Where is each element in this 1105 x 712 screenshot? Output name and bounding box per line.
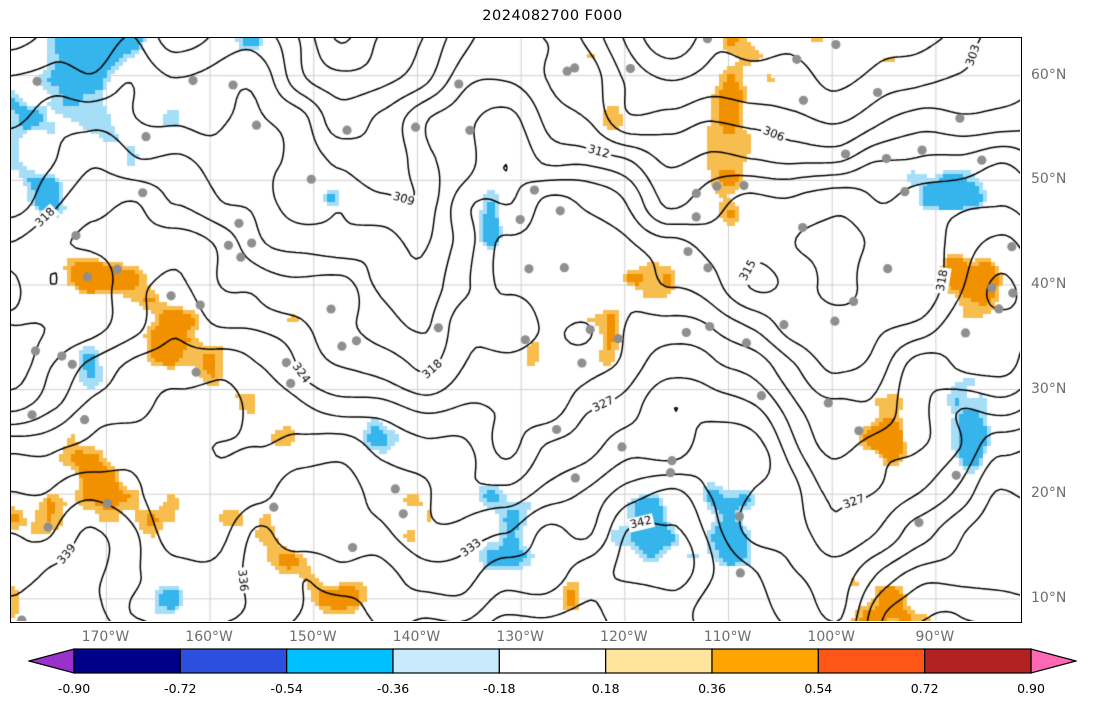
x-tick-label: 170°W [81, 629, 130, 645]
colorbar-svg [26, 648, 1079, 674]
colorbar-tick-label: -0.90 [57, 681, 91, 696]
colorbar-segment [924, 648, 1032, 674]
colorbar-tick-label: 0.54 [804, 681, 833, 696]
x-tick-label: 130°W [496, 629, 544, 645]
x-tick-label: 110°W [703, 629, 752, 645]
y-tick-label: 10°N [1031, 589, 1067, 606]
y-tick-label: 50°N [1031, 171, 1067, 188]
colorbar [26, 648, 1079, 675]
y-tick-label: 40°N [1031, 275, 1067, 292]
colorbar-tick-label: -0.54 [270, 681, 303, 696]
x-tick-label: 140°W [392, 629, 441, 645]
colorbar-segment [179, 648, 288, 674]
x-tick-label: 90°W [915, 629, 955, 645]
colorbar-tick-label: 0.36 [698, 681, 726, 696]
colorbar-segment [817, 648, 926, 674]
colorbar-tick-label: 0.90 [1017, 681, 1045, 696]
colorbar-over-arrow [1030, 648, 1079, 674]
colorbar-segment [73, 648, 181, 674]
map-plot-area [10, 37, 1022, 623]
colorbar-tick-label: -0.72 [164, 681, 197, 696]
x-tick-label: 150°W [288, 629, 337, 645]
colorbar-tick-label: -0.36 [376, 681, 410, 696]
chart-title: 2024082700 F000 [482, 8, 623, 24]
x-tick-label: 120°W [600, 629, 648, 645]
colorbar-under-arrow [26, 648, 75, 674]
colorbar-tick-label: -0.18 [483, 681, 516, 696]
y-tick-label: 20°N [1031, 485, 1067, 502]
colorbar-tick-label: 0.72 [910, 681, 939, 696]
colorbar-segment [605, 648, 713, 674]
colorbar-segment [286, 648, 394, 674]
colorbar-segment [392, 648, 500, 674]
colorbar-tick-label: 0.18 [591, 681, 620, 696]
colorbar-segment [498, 648, 607, 674]
y-tick-label: 60°N [1031, 66, 1067, 83]
contour-map-canvas [11, 38, 1020, 621]
x-tick-label: 160°W [185, 629, 233, 645]
colorbar-segment [711, 648, 819, 674]
x-tick-label: 100°W [807, 629, 855, 645]
y-tick-label: 30°N [1031, 380, 1067, 397]
